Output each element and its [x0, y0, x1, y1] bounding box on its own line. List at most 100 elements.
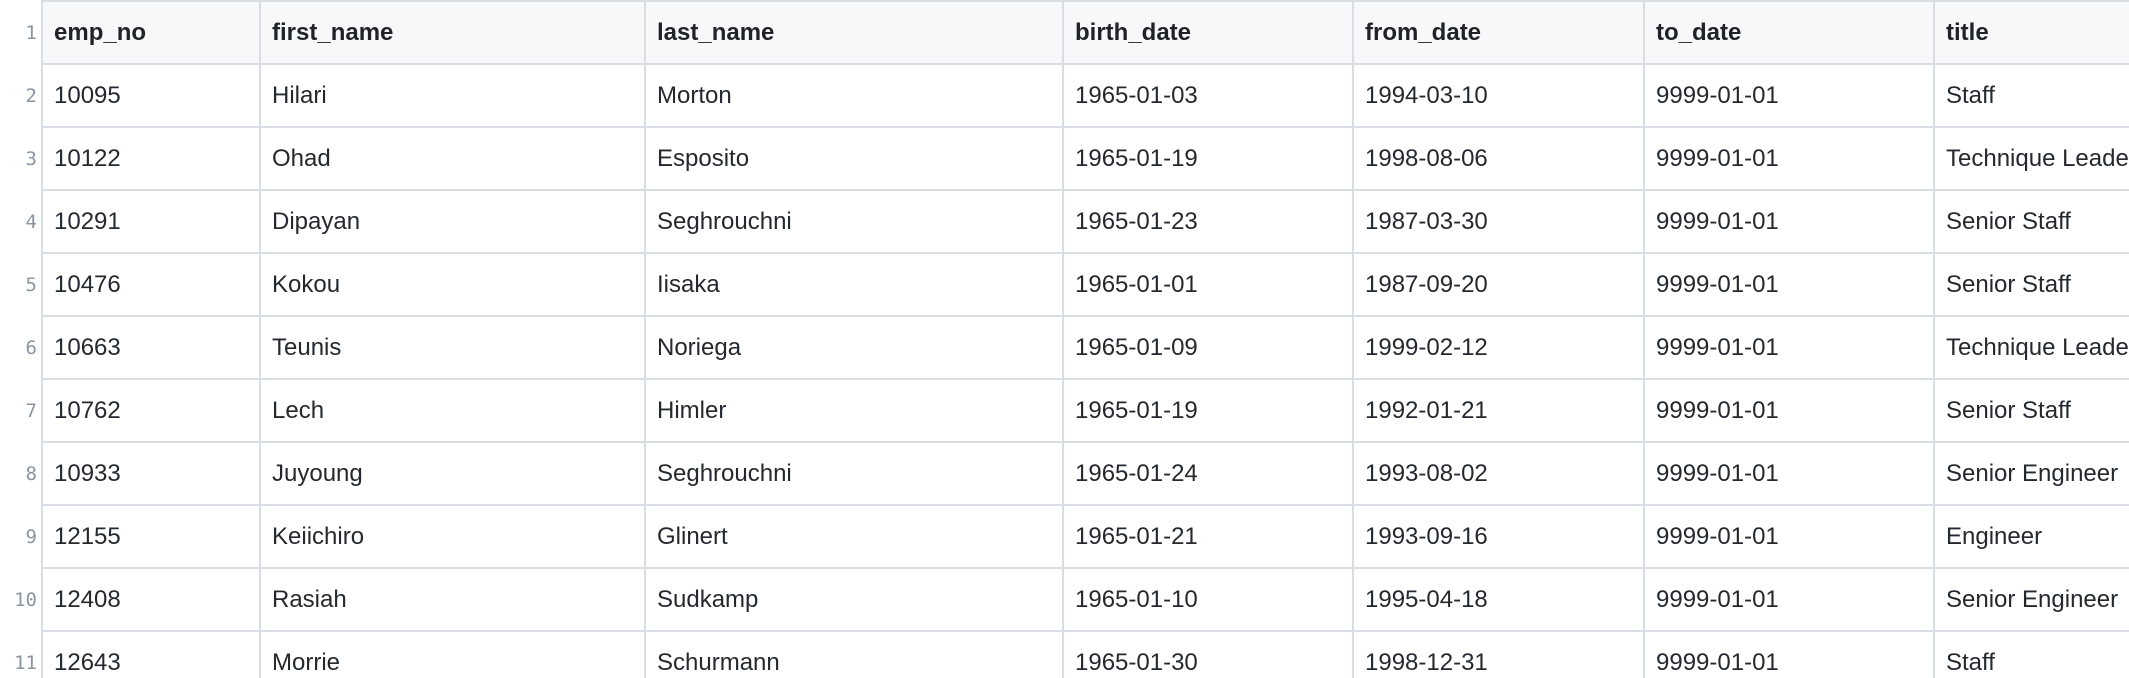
to-date-cell: 9999-01-01	[1643, 567, 1935, 632]
first-name-cell: Rasiah	[259, 567, 646, 632]
emp-no-cell: 10291	[41, 189, 261, 254]
birth-date-cell: 1965-01-10	[1062, 567, 1354, 632]
emp-no-cell: 12408	[41, 567, 261, 632]
table-row[interactable]: 3 10122 Ohad Esposito 1965-01-19 1998-08-06 99…	[0, 126, 2129, 191]
first-name-cell: Ohad	[259, 126, 646, 191]
first-name-cell: Juyoung	[259, 441, 646, 506]
first-name-cell: Hilari	[259, 63, 646, 128]
title-cell: Senior Engineer	[1933, 441, 2129, 506]
to-date-cell: 9999-01-01	[1643, 315, 1935, 380]
column-header-birth-date[interactable]: birth_date	[1062, 0, 1354, 65]
from-date-cell: 1998-12-31	[1352, 630, 1645, 678]
last-name-cell: Schurmann	[644, 630, 1064, 678]
title-cell: Senior Engineer	[1933, 567, 2129, 632]
line-number[interactable]: 8	[0, 442, 43, 505]
birth-date-cell: 1965-01-01	[1062, 252, 1354, 317]
title-cell: Technique Leader	[1933, 126, 2129, 191]
title-cell: Technique Leader	[1933, 315, 2129, 380]
last-name-cell: Sudkamp	[644, 567, 1064, 632]
from-date-cell: 1995-04-18	[1352, 567, 1645, 632]
first-name-cell: Keiichiro	[259, 504, 646, 569]
line-number[interactable]: 9	[0, 505, 43, 568]
from-date-cell: 1987-09-20	[1352, 252, 1645, 317]
last-name-cell: Himler	[644, 378, 1064, 443]
emp-no-cell: 12155	[41, 504, 261, 569]
line-number[interactable]: 11	[0, 631, 43, 678]
from-date-cell: 1987-03-30	[1352, 189, 1645, 254]
birth-date-cell: 1965-01-23	[1062, 189, 1354, 254]
last-name-cell: Esposito	[644, 126, 1064, 191]
from-date-cell: 1992-01-21	[1352, 378, 1645, 443]
line-number[interactable]: 10	[0, 568, 43, 631]
emp-no-cell: 10476	[41, 252, 261, 317]
first-name-cell: Kokou	[259, 252, 646, 317]
birth-date-cell: 1965-01-19	[1062, 378, 1354, 443]
table-row[interactable]: 9 12155 Keiichiro Glinert 1965-01-21 1993-09-…	[0, 504, 2129, 569]
to-date-cell: 9999-01-01	[1643, 630, 1935, 678]
emp-no-cell: 12643	[41, 630, 261, 678]
last-name-cell: Seghrouchni	[644, 441, 1064, 506]
birth-date-cell: 1965-01-30	[1062, 630, 1354, 678]
title-cell: Senior Staff	[1933, 252, 2129, 317]
table-row[interactable]: 4 10291 Dipayan Seghrouchni 1965-01-23 1987-0…	[0, 189, 2129, 254]
to-date-cell: 9999-01-01	[1643, 126, 1935, 191]
to-date-cell: 9999-01-01	[1643, 63, 1935, 128]
table-row[interactable]: 2 10095 Hilari Morton 1965-01-03 1994-03-10 99…	[0, 63, 2129, 128]
table-row[interactable]: 7 10762 Lech Himler 1965-01-19 1992-01-21 9999…	[0, 378, 2129, 443]
title-cell: Engineer	[1933, 504, 2129, 569]
from-date-cell: 1999-02-12	[1352, 315, 1645, 380]
emp-no-cell: 10095	[41, 63, 261, 128]
from-date-cell: 1994-03-10	[1352, 63, 1645, 128]
title-cell: Senior Staff	[1933, 378, 2129, 443]
line-number: 1	[0, 1, 43, 64]
table-row[interactable]: 10 12408 Rasiah Sudkamp 1965-01-10 1995-04-18…	[0, 567, 2129, 632]
from-date-cell: 1993-08-02	[1352, 441, 1645, 506]
emp-no-cell: 10762	[41, 378, 261, 443]
to-date-cell: 9999-01-01	[1643, 378, 1935, 443]
from-date-cell: 1993-09-16	[1352, 504, 1645, 569]
column-header-emp-no[interactable]: emp_no	[41, 0, 261, 65]
birth-date-cell: 1965-01-19	[1062, 126, 1354, 191]
title-cell: Staff	[1933, 630, 2129, 678]
title-cell: Senior Staff	[1933, 189, 2129, 254]
column-header-last-name[interactable]: last_name	[644, 0, 1064, 65]
column-header-to-date[interactable]: to_date	[1643, 0, 1935, 65]
last-name-cell: Noriega	[644, 315, 1064, 380]
table-row[interactable]: 8 10933 Juyoung Seghrouchni 1965-01-24 1993-0…	[0, 441, 2129, 506]
line-number[interactable]: 2	[0, 64, 43, 127]
table-row[interactable]: 6 10663 Teunis Noriega 1965-01-09 1999-02-12 9…	[0, 315, 2129, 380]
emp-no-cell: 10663	[41, 315, 261, 380]
column-header-first-name[interactable]: first_name	[259, 0, 646, 65]
line-number[interactable]: 6	[0, 316, 43, 379]
emp-no-cell: 10933	[41, 441, 261, 506]
to-date-cell: 9999-01-01	[1643, 252, 1935, 317]
last-name-cell: Glinert	[644, 504, 1064, 569]
birth-date-cell: 1965-01-03	[1062, 63, 1354, 128]
table-row[interactable]: 11 12643 Morrie Schurmann 1965-01-30 1998-12-…	[0, 630, 2129, 678]
last-name-cell: Seghrouchni	[644, 189, 1064, 254]
title-cell: Staff	[1933, 63, 2129, 128]
from-date-cell: 1998-08-06	[1352, 126, 1645, 191]
first-name-cell: Morrie	[259, 630, 646, 678]
birth-date-cell: 1965-01-09	[1062, 315, 1354, 380]
table-row[interactable]: 5 10476 Kokou Iisaka 1965-01-01 1987-09-20 999…	[0, 252, 2129, 317]
line-number[interactable]: 7	[0, 379, 43, 442]
line-number[interactable]: 4	[0, 190, 43, 253]
header-row: 1 emp_no first_name last_name birth_date…	[0, 0, 2129, 65]
to-date-cell: 9999-01-01	[1643, 441, 1935, 506]
column-header-title[interactable]: title	[1933, 0, 2129, 65]
line-number[interactable]: 3	[0, 127, 43, 190]
birth-date-cell: 1965-01-21	[1062, 504, 1354, 569]
first-name-cell: Dipayan	[259, 189, 646, 254]
to-date-cell: 9999-01-01	[1643, 504, 1935, 569]
line-number[interactable]: 5	[0, 253, 43, 316]
last-name-cell: Iisaka	[644, 252, 1064, 317]
emp-no-cell: 10122	[41, 126, 261, 191]
birth-date-cell: 1965-01-24	[1062, 441, 1354, 506]
to-date-cell: 9999-01-01	[1643, 189, 1935, 254]
first-name-cell: Teunis	[259, 315, 646, 380]
last-name-cell: Morton	[644, 63, 1064, 128]
column-header-from-date[interactable]: from_date	[1352, 0, 1645, 65]
